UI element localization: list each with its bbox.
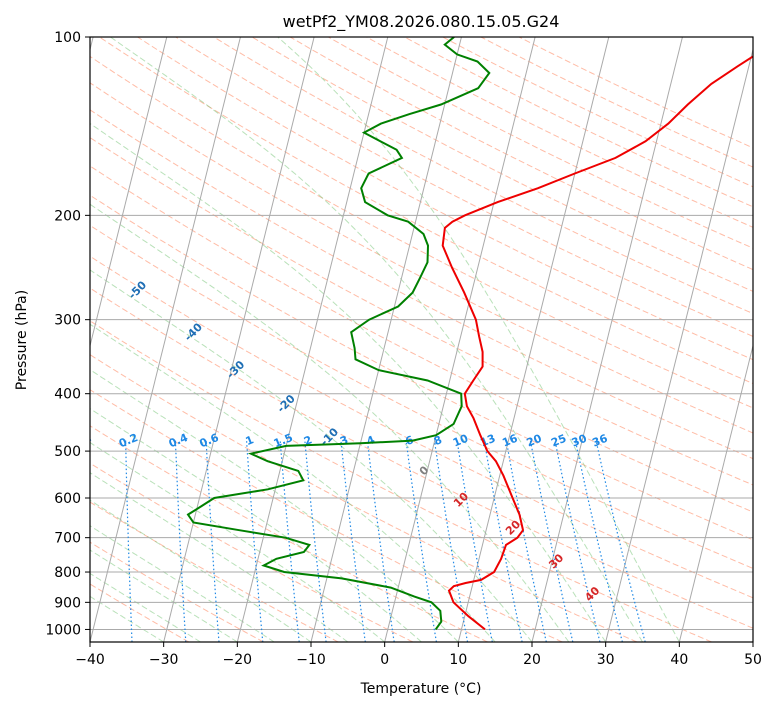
x-axis-ticks: −40 −30 −20 −10 0 10 20 30 40 50 [75, 642, 762, 668]
moist-adiabat-line [90, 441, 386, 642]
dry-adiabat-line [90, 462, 414, 642]
mixing-ratio-label: 3 [338, 433, 350, 448]
x-tick-label: 50 [744, 652, 762, 668]
y-tick-label: 400 [54, 387, 81, 403]
mixing-ratio-line [366, 440, 395, 642]
moist-adiabat-line [90, 472, 349, 642]
dry-adiabat-line [90, 425, 488, 642]
mixing-ratio-label: 2 [302, 433, 314, 448]
moist-adiabat-line [90, 369, 459, 642]
x-tick-label: 10 [449, 652, 467, 668]
dry-adiabat-line [90, 389, 563, 642]
isotherm-line [384, 37, 536, 642]
moist-adiabat-line [90, 122, 607, 642]
moist-adiabat-line [277, 37, 680, 642]
mixing-ratio-line [174, 440, 187, 642]
moist-adiabat-line [110, 37, 643, 642]
mixing-ratio-label: 20 [525, 432, 544, 450]
dry-adiabat-line [90, 354, 638, 642]
dry-adiabat-line [251, 37, 753, 292]
isotherm-line [605, 47, 753, 642]
mixing-ratio-label: 30 [570, 432, 589, 450]
mixing-ratio-lines [125, 440, 646, 642]
mixing-ratio-line [483, 440, 523, 642]
x-tick-label: 40 [670, 652, 688, 668]
mixing-ratio-line [205, 440, 220, 642]
mixing-ratio-label: 25 [549, 432, 568, 450]
mixing-ratio-line [279, 440, 300, 642]
moist-adiabat-line [90, 269, 533, 642]
isotherm-line [90, 37, 168, 348]
y-axis-ticks: 1000 900 800 700 600 500 400 300 200 100 [45, 30, 90, 638]
dry-adiabat-line [90, 255, 753, 599]
y-tick-label: 700 [54, 531, 81, 547]
isotherm-line [531, 37, 683, 642]
dry-adiabat-line [90, 287, 753, 629]
mixing-ratio-line [246, 440, 264, 642]
y-tick-label: 200 [54, 208, 81, 224]
y-tick-label: 800 [54, 565, 81, 581]
dry-adiabat-line [137, 37, 753, 361]
mixing-ratio-label: 36 [590, 432, 609, 450]
x-tick-label: −20 [223, 652, 253, 668]
moist-adiabat-line [90, 323, 496, 642]
x-tick-label: 0 [380, 652, 389, 668]
dry-adiabat-line [90, 583, 190, 642]
y-axis-label: Pressure (hPa) [14, 290, 30, 390]
mixing-ratio-line [505, 440, 547, 642]
chart-title: wetPf2_YM08.2026.080.15.05.G24 [283, 12, 560, 32]
mixing-ratio-label: 0.1 [70, 431, 93, 450]
isotherm-line [310, 37, 462, 642]
mixing-ratio-line [529, 440, 574, 642]
dry-adiabat-line [90, 194, 753, 541]
y-tick-label: 1000 [45, 622, 81, 638]
dry-adiabat-line [90, 165, 753, 513]
mixing-ratio-label: 16 [500, 432, 519, 450]
y-tick-label: 900 [54, 595, 81, 611]
x-tick-label: −10 [296, 652, 326, 668]
plot-frame [89, 36, 754, 643]
mixing-ratio-line [595, 440, 646, 642]
y-tick-label: 300 [54, 313, 81, 329]
moist-adiabat-line [90, 203, 570, 642]
x-tick-label: 30 [597, 652, 615, 668]
moist-adiabat-line [90, 408, 422, 642]
mixing-ratio-line [433, 440, 469, 642]
y-tick-label: 500 [54, 444, 81, 460]
mixing-ratio-label: 8 [432, 433, 444, 448]
y-tick-label: 100 [54, 30, 81, 46]
isotherm-line [90, 37, 241, 642]
isotherm-line [236, 37, 389, 642]
isotherm-line [163, 37, 315, 642]
isotherms [90, 37, 753, 642]
dry-adiabats [90, 37, 753, 642]
x-tick-label: −30 [149, 652, 179, 668]
isotherm-line [678, 343, 753, 642]
dry-adiabat-line [90, 541, 264, 642]
isotherm-line [457, 37, 610, 642]
dry-adiabat-line [213, 37, 753, 315]
mixing-ratio-line [574, 440, 623, 642]
mixing-ratio-line [405, 440, 437, 642]
x-tick-label: −40 [75, 652, 105, 668]
mixing-ratio-label: 10 [451, 432, 470, 450]
x-tick-label: 20 [523, 652, 541, 668]
mixing-ratio-label: 1 [244, 433, 256, 448]
mixing-ratio-line [125, 440, 133, 642]
temperature-line [441, 55, 753, 631]
dry-adiabat-line [90, 320, 712, 642]
mixing-ratio-line [340, 440, 366, 642]
dry-adiabat-line [90, 109, 753, 460]
mixing-ratio-label: 13 [478, 432, 497, 450]
mixing-ratio-line [554, 440, 601, 642]
isobars [90, 37, 753, 630]
dewpoint-line [186, 37, 491, 630]
y-tick-label: 600 [54, 491, 81, 507]
dry-adiabat-line [90, 55, 753, 409]
x-axis-label: Temperature (°C) [360, 681, 482, 697]
mixing-ratio-line [304, 440, 327, 642]
mixing-ratio-line [456, 440, 493, 642]
